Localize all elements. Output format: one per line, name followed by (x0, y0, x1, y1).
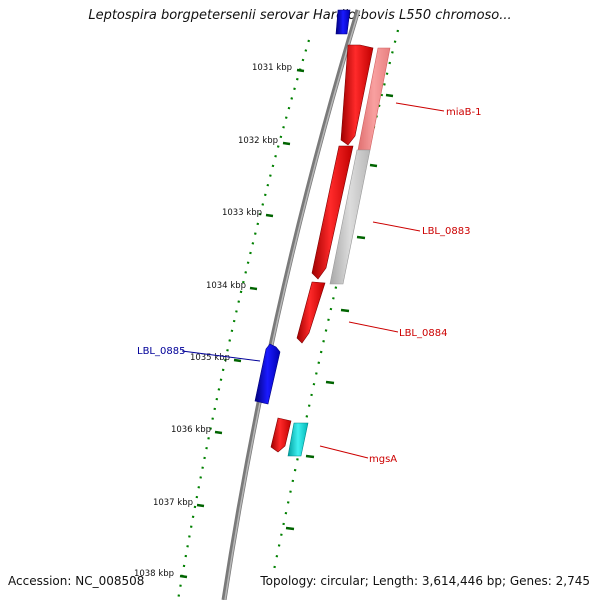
topology-info: Topology: circular; Length: 3,614,446 bp… (260, 574, 590, 588)
gene-label-miab-1[interactable]: miaB-1 (446, 107, 481, 118)
tick-label: 1035 kbp (190, 353, 230, 363)
gene-arrow-lbl-0884[interactable] (296, 281, 326, 344)
tick-marks (179, 68, 394, 579)
similarity-block-0883[interactable] (329, 149, 371, 285)
tick-label: 1034 kbp (206, 281, 246, 291)
tick-label: 1031 kbp (252, 63, 292, 73)
gc-track-right (272, 29, 400, 571)
genome-backbone (221, 9, 361, 600)
gene-label-lbl-0885[interactable]: LBL_0885 (137, 346, 185, 357)
gene-label-lbl-0884[interactable]: LBL_0884 (399, 328, 447, 339)
tick-label: 1032 kbp (238, 136, 278, 146)
genome-backbone-highlight (224, 9, 360, 600)
label-leaders (181, 102, 445, 459)
similarity-block-mgsa[interactable] (287, 422, 309, 457)
tick-label: 1038 kbp (134, 569, 174, 579)
tick-labels: 1031 kbp 1032 kbp 1033 kbp 1034 kbp 1035… (134, 63, 292, 579)
tick-label: 1037 kbp (153, 498, 193, 508)
gene-arrow-miab-1[interactable] (340, 44, 374, 146)
tick-label: 1033 kbp (222, 208, 262, 218)
gene-label-lbl-0883[interactable]: LBL_0883 (422, 226, 470, 237)
accession-label: Accession: NC_008508 (8, 574, 145, 588)
map-title: Leptospira borgpetersenii serovar Hardjo… (88, 8, 512, 23)
gene-labels: miaB-1 LBL_0883 LBL_0884 LBL_0885 mgsA (137, 107, 481, 465)
gene-arrow-lbl-0885[interactable] (254, 343, 281, 405)
tick-label: 1036 kbp (171, 425, 211, 435)
gc-track-left (176, 39, 311, 600)
gene-arrow-reverse-top[interactable] (335, 9, 351, 35)
gene-label-mgsa[interactable]: mgsA (369, 454, 397, 465)
gene-arrow-mgsa[interactable] (270, 417, 292, 453)
gene-arrow-lbl-0883[interactable] (311, 145, 354, 280)
